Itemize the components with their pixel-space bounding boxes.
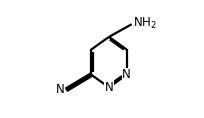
Text: N: N [56,83,65,96]
Text: NH$_2$: NH$_2$ [133,16,157,31]
Text: N: N [105,81,113,94]
Text: N: N [122,68,131,81]
